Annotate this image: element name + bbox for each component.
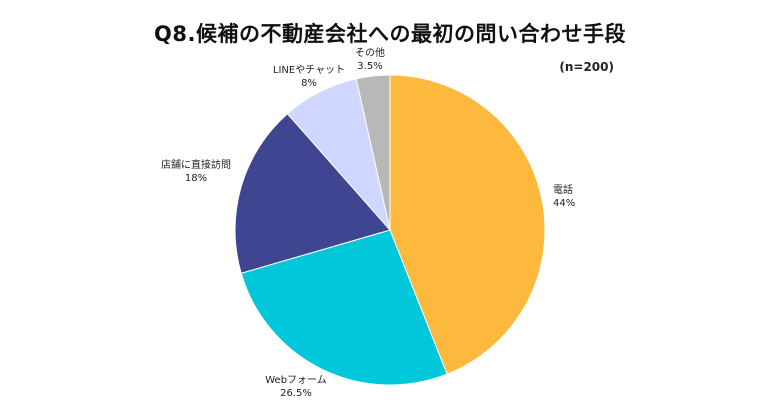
chart-title: Q8.候補の不動産会社への最初の問い合わせ手段 <box>154 22 626 46</box>
pie-slices <box>234 74 546 386</box>
slice-label: LINEやチャット <box>273 64 345 76</box>
pie-slice <box>234 113 391 274</box>
slice-value-label: 44% <box>553 198 575 209</box>
slice-value-label: 18% <box>185 173 207 184</box>
sample-size-note: (n=200) <box>559 60 614 74</box>
slice-label: Webフォーム <box>265 374 327 386</box>
pie-labels: 電話 44% Webフォーム 26.5% 店舗に直接訪問 18% LINEやチャット 8% その… <box>161 46 575 399</box>
slice-label: 電話 <box>553 183 573 196</box>
slice-label: 店舗に直接訪問 <box>161 158 231 171</box>
slice-value-label: 3.5% <box>357 61 382 72</box>
slice-value-label: 26.5% <box>280 388 312 399</box>
pie-slice <box>240 229 448 386</box>
pie-slice <box>355 74 391 231</box>
slice-value-label: 8% <box>301 78 317 89</box>
pie-slice <box>389 74 546 375</box>
slice-label: その他 <box>355 46 385 59</box>
